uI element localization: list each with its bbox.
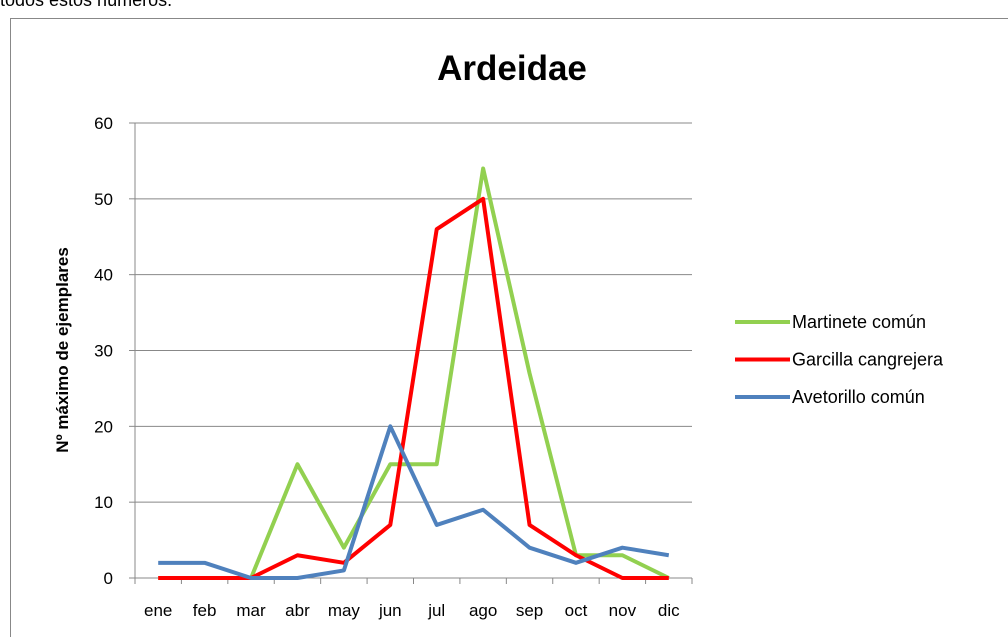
x-tick-label: jul — [427, 601, 445, 620]
legend-label: Garcilla cangrejera — [792, 350, 944, 370]
x-tick-label: abr — [285, 601, 310, 620]
chart-title: Ardeidae — [437, 49, 587, 88]
x-tick-label: nov — [609, 601, 637, 620]
x-tick-label: mar — [236, 601, 266, 620]
y-tick-label: 50 — [94, 190, 113, 209]
legend-label: Avetorillo común — [792, 387, 925, 407]
series-line — [158, 424, 670, 580]
y-tick-label: 40 — [94, 266, 113, 285]
y-tick-label: 0 — [104, 569, 113, 588]
x-tick-label: feb — [193, 601, 217, 620]
chart-border — [10, 18, 1008, 637]
x-tick-label: ago — [469, 601, 497, 620]
y-axis-label: Nº máximo de ejemplares — [53, 247, 72, 453]
y-tick-label: 20 — [94, 417, 113, 436]
y-tick-label: 30 — [94, 342, 113, 361]
y-tick-label: 60 — [94, 114, 113, 133]
legend-label: Martinete común — [792, 312, 926, 332]
x-tick-label: dic — [658, 601, 680, 620]
x-tick-label: sep — [516, 601, 543, 620]
document-text: todos estos números. — [0, 0, 172, 10]
y-tick-label: 10 — [94, 493, 113, 512]
x-tick-label: ene — [144, 601, 172, 620]
x-tick-label: oct — [565, 601, 588, 620]
x-tick-label: may — [328, 601, 361, 620]
x-tick-label: jun — [378, 601, 402, 620]
